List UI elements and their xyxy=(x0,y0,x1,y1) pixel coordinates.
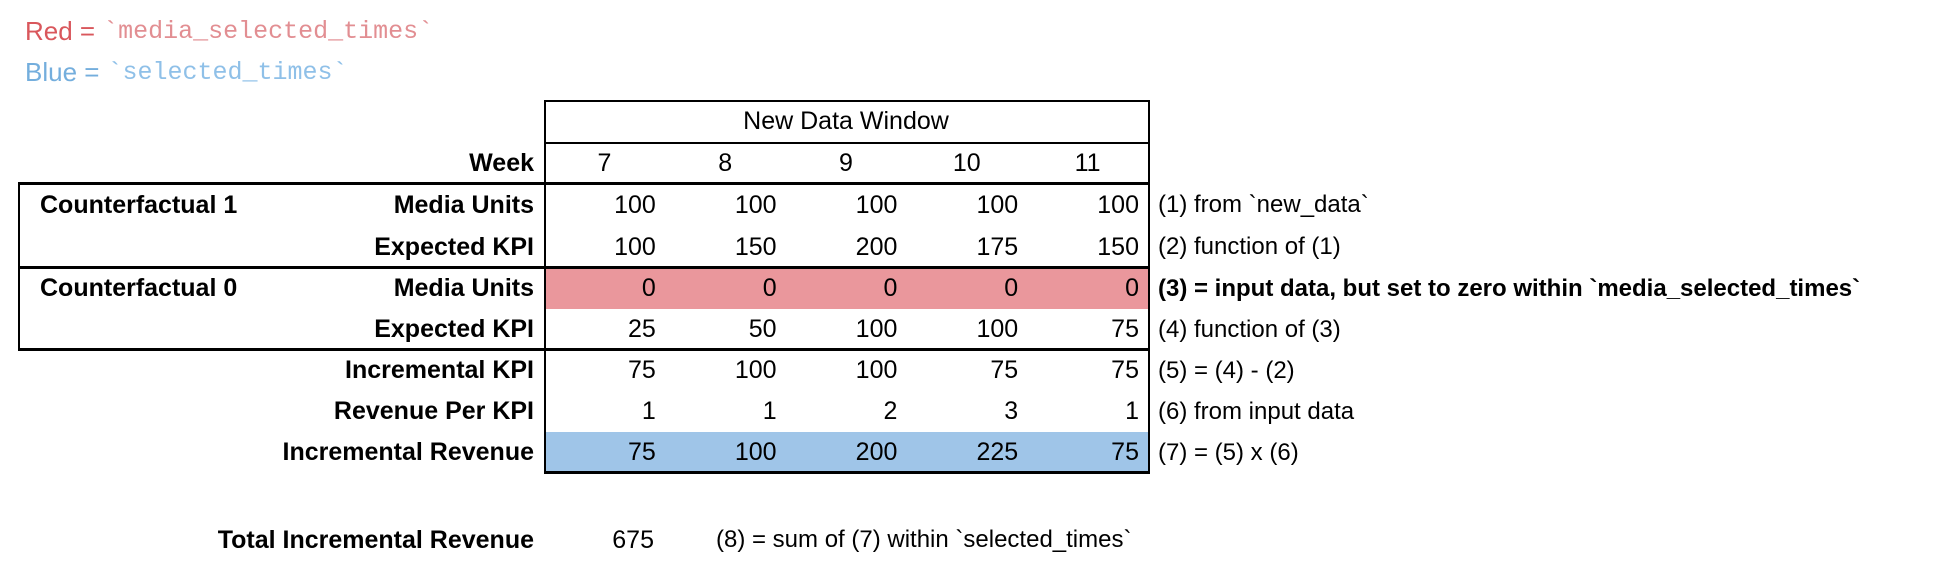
table-row-cf1-expected-kpi: Expected KPI 100 150 200 175 150 (2) fun… xyxy=(0,226,1960,268)
table-row-cf0-media-units: Counterfactual 0 Media Units 0 0 0 0 0 (… xyxy=(0,268,1960,309)
table-cell: 200 xyxy=(855,438,898,466)
row-label: Incremental KPI xyxy=(345,356,534,384)
table-cell: 100 xyxy=(855,315,898,343)
table-cell: 100 xyxy=(976,190,1019,219)
table-header-row: New Data Window xyxy=(0,100,1960,142)
table-cell: 25 xyxy=(627,315,656,343)
week-cells: 7 8 9 10 11 xyxy=(544,142,1148,184)
red-highlight-band: 0 0 0 0 0 xyxy=(544,268,1148,309)
table-cell: 150 xyxy=(734,232,777,261)
table-cell: 75 xyxy=(990,356,1019,384)
table-cell: 100 xyxy=(976,315,1019,343)
table-cell: 100 xyxy=(734,190,777,219)
legend-red-label: Red = xyxy=(25,15,96,46)
table-border xyxy=(544,142,1150,144)
row-label: Media Units xyxy=(393,274,534,302)
table-border xyxy=(18,266,1150,269)
table-row-cf0-expected-kpi: Expected KPI 25 50 100 100 75 (4) functi… xyxy=(0,309,1960,350)
group-label-counterfactual-0: Counterfactual 0 xyxy=(40,274,238,302)
table-cell: 100 xyxy=(614,232,656,261)
table-cell: 0 xyxy=(883,274,898,302)
table-cell: 100 xyxy=(734,438,777,466)
legend-blue-label: Blue = xyxy=(25,56,100,87)
group-label-counterfactual-1: Counterfactual 1 xyxy=(40,190,238,219)
total-incremental-revenue-row: Total Incremental Revenue 675 (8) = sum … xyxy=(0,522,1960,558)
table-border xyxy=(18,348,1150,351)
table-cell: 3 xyxy=(1004,397,1019,425)
table-cell: 0 xyxy=(641,274,656,302)
row-annotation: (1) from `new_data` xyxy=(1158,191,1369,218)
row-label: Expected KPI xyxy=(374,315,534,343)
total-annotation: (8) = sum of (7) within `selected_times` xyxy=(716,526,1132,553)
table-cell: 1 xyxy=(641,397,656,425)
legend-blue-code: `selected_times` xyxy=(107,57,348,87)
row-annotation: (7) = (5) x (6) xyxy=(1158,438,1299,466)
week-cell: 10 xyxy=(952,148,981,177)
table-row-incremental-revenue: Incremental Revenue 75 100 200 225 75 (7… xyxy=(0,432,1960,473)
table-cell: 100 xyxy=(614,190,656,219)
table-cell: 0 xyxy=(1004,274,1019,302)
table-cell: 1 xyxy=(762,397,777,425)
table-cell: 2 xyxy=(883,397,898,425)
table-cell: 0 xyxy=(1125,274,1139,302)
table-cell: 1 xyxy=(1125,397,1139,425)
table-cell: 0 xyxy=(762,274,777,302)
blue-highlight-band: 75 100 200 225 75 xyxy=(544,432,1148,473)
table-cell: 75 xyxy=(627,356,656,384)
table-border xyxy=(544,471,1150,474)
week-cell: 9 xyxy=(839,148,853,177)
table-cell: 50 xyxy=(748,315,777,343)
row-label: Media Units xyxy=(393,190,534,219)
row-label: Revenue Per KPI xyxy=(333,397,534,425)
table-border xyxy=(18,182,20,351)
week-cell: 11 xyxy=(1074,148,1101,177)
row-annotation: (3) = input data, but set to zero within… xyxy=(1158,274,1861,302)
total-value: 675 xyxy=(612,525,654,554)
week-cell: 7 xyxy=(597,148,612,177)
table-cell: 100 xyxy=(855,356,898,384)
week-cell: 8 xyxy=(718,148,733,177)
table-border xyxy=(1148,100,1150,474)
table-cell: 175 xyxy=(976,232,1019,261)
table-header-title: New Data Window xyxy=(743,106,949,135)
table-cell: 225 xyxy=(976,438,1019,466)
table-cell: 150 xyxy=(1097,232,1139,261)
table-border xyxy=(544,100,546,474)
row-annotation: (5) = (4) - (2) xyxy=(1158,356,1295,384)
table-row-cf1-media-units: Counterfactual 1 Media Units 100 100 100… xyxy=(0,184,1960,226)
table-cell: 100 xyxy=(734,356,777,384)
table-cell: 100 xyxy=(855,190,898,219)
table-cell: 75 xyxy=(627,438,656,466)
table-cell: 200 xyxy=(855,232,898,261)
table-cell: 75 xyxy=(1111,356,1139,384)
row-annotation: (2) function of (1) xyxy=(1158,233,1341,260)
row-annotation: (6) from input data xyxy=(1158,397,1355,425)
row-label: Incremental Revenue xyxy=(282,438,535,466)
legend-blue-line: Blue = `selected_times` xyxy=(25,57,433,87)
total-label: Total Incremental Revenue xyxy=(217,525,534,554)
table-border xyxy=(18,182,1150,185)
row-label: Expected KPI xyxy=(374,232,534,261)
table-week-row: Week 7 8 9 10 11 xyxy=(0,142,1960,184)
table-cell: 100 xyxy=(1097,190,1139,219)
table-row-revenue-per-kpi: Revenue Per KPI 1 1 2 3 1 (6) from input… xyxy=(0,391,1960,432)
table-row-incremental-kpi: Incremental KPI 75 100 100 75 75 (5) = (… xyxy=(0,350,1960,391)
legend-red-line: Red = `media_selected_times` xyxy=(25,16,433,46)
row-annotation: (4) function of (3) xyxy=(1158,315,1341,343)
table-cell: 75 xyxy=(1111,315,1139,343)
legend-red-code: `media_selected_times` xyxy=(103,16,434,46)
color-legend: Red = `media_selected_times` Blue = `sel… xyxy=(25,16,433,87)
table-cell: 75 xyxy=(1111,438,1139,466)
table-border xyxy=(544,100,1150,102)
week-row-label: Week xyxy=(469,148,534,177)
